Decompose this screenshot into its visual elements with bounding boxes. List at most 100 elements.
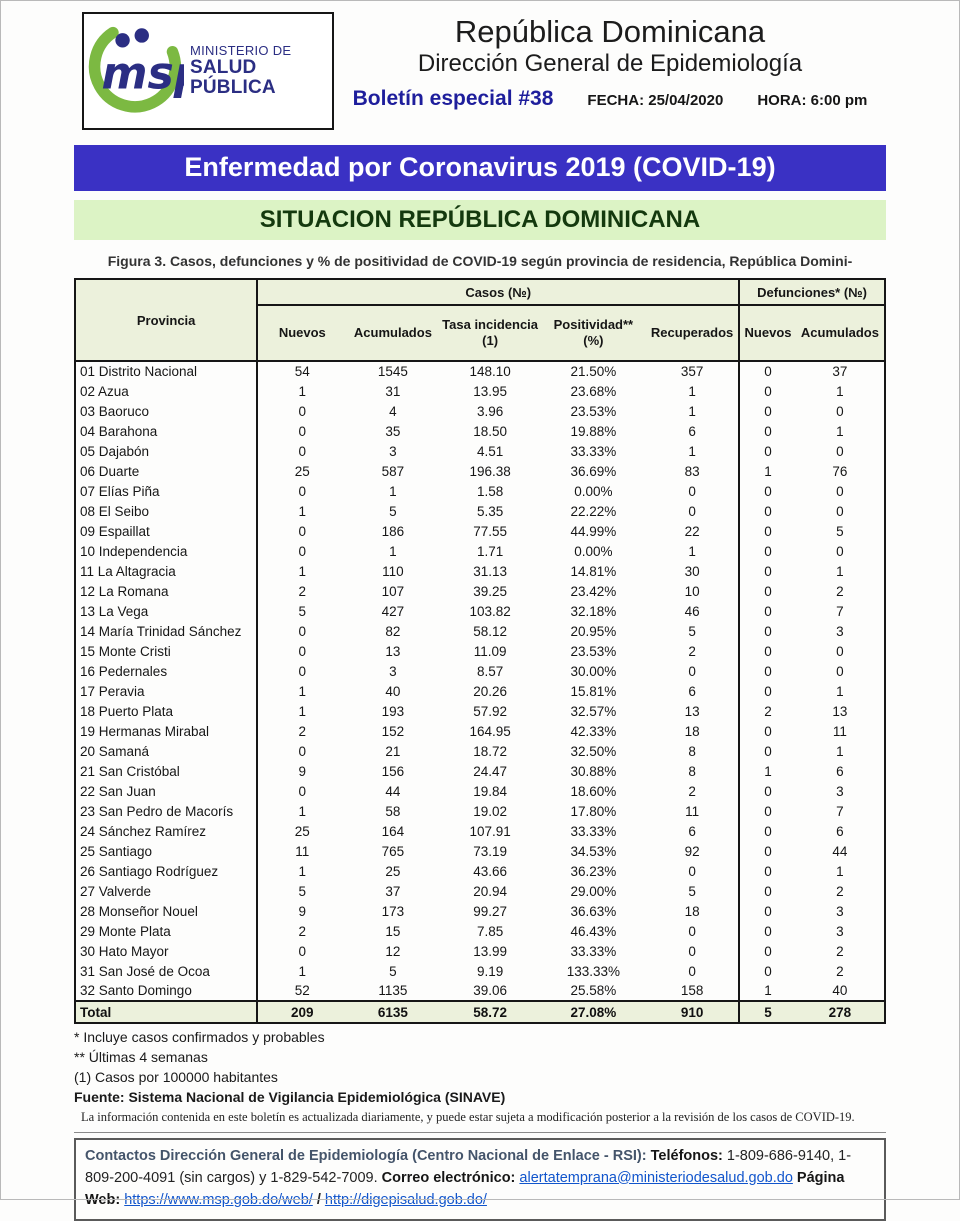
- value-cell: 1: [298, 683, 307, 699]
- value-cell: 1: [298, 963, 307, 979]
- table-row: 02 Azua 1 31 13.95 23.68% 1 0 1: [75, 381, 885, 401]
- value-cell: 92: [684, 843, 700, 859]
- value-cell: 0: [836, 443, 844, 459]
- value-cell: 0: [298, 643, 307, 659]
- value-cell: 33.33%: [570, 943, 617, 959]
- value-cell: 27.08%: [540, 1000, 647, 1023]
- value-cell: 0: [738, 961, 796, 981]
- value-cell: 20.26: [473, 683, 507, 699]
- value-cell: 1: [298, 503, 307, 519]
- value-cell: 2: [688, 783, 696, 799]
- value-cell: 76: [832, 463, 848, 479]
- column-header: Nuevos: [257, 305, 347, 362]
- value-cell: 23.53%: [570, 403, 617, 419]
- value-cell: 0: [836, 543, 844, 559]
- value-cell: 0: [688, 963, 696, 979]
- value-cell: 18: [684, 903, 700, 919]
- value-cell: 0: [738, 641, 796, 661]
- value-cell: 73.19: [473, 843, 507, 859]
- value-cell: 0: [738, 361, 796, 381]
- table-row: 13 La Vega 5 427 103.82 32.18% 46 0 7: [75, 601, 885, 621]
- table-row: 12 La Romana 2 107 39.25 23.42% 10 0 2: [75, 581, 885, 601]
- value-cell: 6: [688, 683, 696, 699]
- table-row: 22 San Juan 0 44 19.84 18.60% 2 0 3: [75, 781, 885, 801]
- province-cell: 09 Espaillat: [75, 521, 259, 541]
- table-row: 07 Elías Piña 0 1 1.58 0.00% 0 0 0: [75, 481, 885, 501]
- value-cell: 0: [738, 801, 796, 821]
- table-row: 11 La Altagracia 1 110 31.13 14.81% 30 0 1: [75, 561, 885, 581]
- value-cell: 0: [738, 841, 796, 861]
- value-cell: 0: [298, 443, 307, 459]
- table-row: 20 Samaná 0 21 18.72 32.50% 8 0 1: [75, 741, 885, 761]
- value-cell: 1545: [377, 364, 408, 379]
- value-cell: 6: [836, 763, 844, 779]
- value-cell: 37: [385, 883, 401, 899]
- value-cell: 1.71: [476, 543, 504, 559]
- province-cell: 19 Hermanas Mirabal: [75, 721, 259, 741]
- province-cell: 01 Distrito Nacional: [75, 361, 259, 381]
- province-cell: 26 Santiago Rodríguez: [75, 861, 259, 881]
- value-cell: 1: [836, 863, 844, 879]
- value-cell: 0: [738, 381, 796, 401]
- value-cell: 0: [738, 901, 796, 921]
- country-title: República Dominicana: [454, 14, 766, 49]
- value-cell: 36.69%: [570, 463, 617, 479]
- value-cell: 1: [688, 383, 696, 399]
- value-cell: 29.00%: [570, 883, 617, 899]
- province-cell: 29 Monte Plata: [75, 921, 259, 941]
- value-cell: 0: [738, 621, 796, 641]
- value-cell: 58.72: [439, 1000, 541, 1023]
- value-cell: 25: [294, 823, 310, 839]
- value-cell: 15.81%: [570, 683, 617, 699]
- value-cell: 15: [385, 923, 401, 939]
- disease-banner: Enfermedad por Coronavirus 2019 (COVID-1…: [74, 145, 886, 191]
- province-cell: 27 Valverde: [75, 881, 259, 901]
- value-cell: 156: [381, 763, 405, 779]
- value-cell: 2: [298, 923, 307, 939]
- value-cell: 19.88%: [570, 423, 617, 439]
- value-cell: 7: [836, 803, 844, 819]
- value-cell: 5: [389, 963, 397, 979]
- value-cell: 22: [684, 523, 700, 539]
- value-cell: 193: [381, 703, 405, 719]
- table-row: 27 Valverde 5 37 20.94 29.00% 5 0 2: [75, 881, 885, 901]
- province-cell: 31 San José de Ocoa: [75, 961, 259, 981]
- value-cell: 7: [836, 603, 844, 619]
- value-cell: 1: [389, 483, 397, 499]
- table-row: 31 San José de Ocoa 1 5 9.19 133.33% 0 0 2: [75, 961, 885, 981]
- province-cell: 22 San Juan: [75, 781, 259, 801]
- value-cell: 6: [836, 823, 844, 839]
- value-cell: 2: [836, 943, 844, 959]
- value-cell: 5: [688, 623, 696, 639]
- value-cell: 77.55: [473, 523, 507, 539]
- value-cell: 1135: [378, 983, 408, 998]
- province-cell: 17 Peravia: [75, 681, 259, 701]
- value-cell: 18.50: [473, 423, 507, 439]
- table-row: 19 Hermanas Mirabal 2 152 164.95 42.33% 18 0 11: [75, 721, 885, 741]
- email-link[interactable]: alertatemprana@ministeriodesalud.gob.do: [519, 1169, 793, 1186]
- value-cell: 42.33%: [570, 723, 617, 739]
- value-cell: 3.96: [476, 403, 504, 419]
- value-cell: 164: [381, 823, 405, 839]
- value-cell: 1: [688, 443, 696, 459]
- value-cell: 6135: [346, 1000, 440, 1023]
- value-cell: 107: [381, 583, 405, 599]
- value-cell: 0: [738, 541, 796, 561]
- province-cell: 03 Baoruco: [75, 401, 259, 421]
- column-header: Tasa incidencia (1): [439, 305, 541, 362]
- value-cell: 44: [832, 843, 848, 859]
- value-cell: 0: [836, 643, 844, 659]
- value-cell: 0: [298, 523, 307, 539]
- value-cell: 910: [646, 1000, 740, 1023]
- bulletin-meta-row: Boletín especial #38 FECHA: 25/04/2020 H…: [353, 87, 868, 111]
- value-cell: 5: [298, 603, 307, 619]
- table-row: 06 Duarte 25 587 196.38 36.69% 83 1 76: [75, 461, 885, 481]
- value-cell: 164.95: [469, 723, 511, 739]
- value-cell: 765: [381, 843, 405, 859]
- value-cell: 1: [298, 383, 307, 399]
- value-cell: 18.72: [473, 743, 507, 759]
- value-cell: 3: [389, 663, 397, 679]
- province-cell: 11 La Altagracia: [75, 561, 259, 581]
- value-cell: 18: [684, 723, 700, 739]
- value-cell: 21: [385, 743, 401, 759]
